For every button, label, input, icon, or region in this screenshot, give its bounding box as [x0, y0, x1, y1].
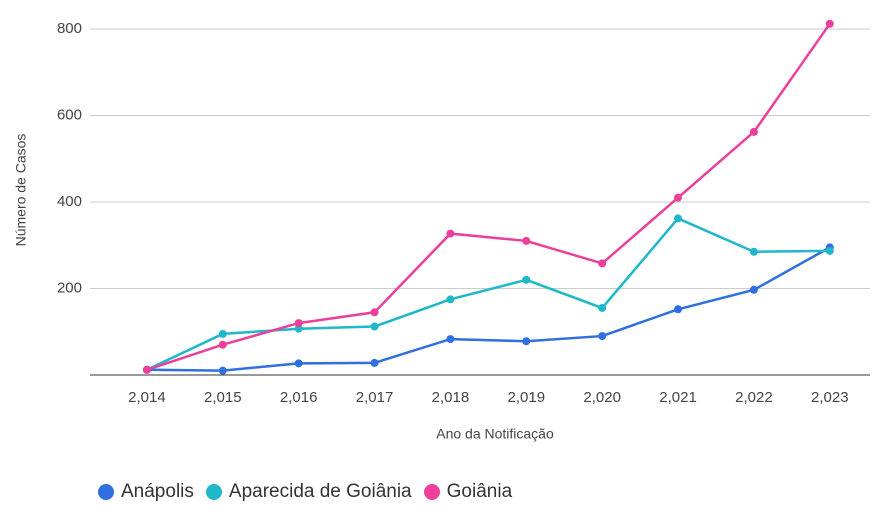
series-line [146, 216, 830, 371]
y-tick-label: 400 [57, 193, 82, 210]
data-point [598, 259, 607, 268]
y-axis-label: Número de Casos [13, 134, 29, 247]
data-point [825, 19, 834, 28]
data-point [749, 247, 758, 256]
data-point [294, 359, 303, 368]
data-point [218, 340, 227, 349]
y-tick-label: 600 [57, 106, 82, 123]
data-point [674, 305, 683, 314]
series-line [146, 23, 831, 371]
data-point [446, 295, 455, 304]
legend-label: Goiânia [446, 481, 513, 502]
x-tick-label: 2,020 [583, 389, 621, 406]
data-point [598, 332, 607, 341]
data-point [825, 246, 834, 255]
x-tick-label: 2,019 [508, 389, 546, 406]
x-tick-label: 2,023 [811, 389, 849, 406]
data-point [598, 303, 607, 312]
data-point [674, 193, 683, 202]
data-point [370, 358, 379, 367]
y-tick-label: 200 [57, 279, 82, 296]
legend-item: Anápolis [98, 480, 194, 504]
x-tick-label: 2,017 [356, 389, 394, 406]
data-point [294, 319, 303, 328]
data-point [142, 365, 151, 374]
legend: Anápolis Aparecida de Goiânia Goiânia [98, 480, 568, 504]
data-point [674, 214, 683, 223]
y-tick-label: 800 [57, 20, 82, 37]
data-point [370, 308, 379, 317]
data-point [749, 285, 758, 294]
data-point [218, 329, 227, 338]
x-tick-label: 2,015 [204, 389, 242, 406]
chart: Número de Casos Ano da Notificação 200 40… [13, 19, 870, 442]
data-point [370, 322, 379, 331]
legend-swatch [423, 484, 440, 500]
data-point [522, 337, 531, 346]
x-tick-label: 2,014 [128, 389, 166, 406]
x-tick-label: 2,021 [659, 389, 697, 406]
data-point [446, 335, 455, 344]
legend-swatch [205, 484, 222, 500]
legend-label: Anápolis [121, 481, 194, 502]
data-point [446, 229, 455, 238]
legend-item: Goiânia [423, 480, 513, 504]
x-axis-label: Ano da Notificação [436, 426, 554, 442]
data-point [294, 324, 303, 333]
x-tick-label: 2,016 [280, 389, 318, 406]
data-point [749, 127, 758, 136]
legend-label: Aparecida de Goiânia [228, 481, 412, 502]
data-point [522, 275, 531, 284]
x-tick-label: 2,018 [432, 389, 470, 406]
legend-item: Aparecida de Goiânia [205, 480, 412, 504]
x-tick-label: 2,022 [735, 389, 773, 406]
legend-swatch [98, 484, 114, 500]
series-line [146, 246, 831, 372]
data-point [522, 236, 531, 245]
data-point [218, 366, 227, 375]
